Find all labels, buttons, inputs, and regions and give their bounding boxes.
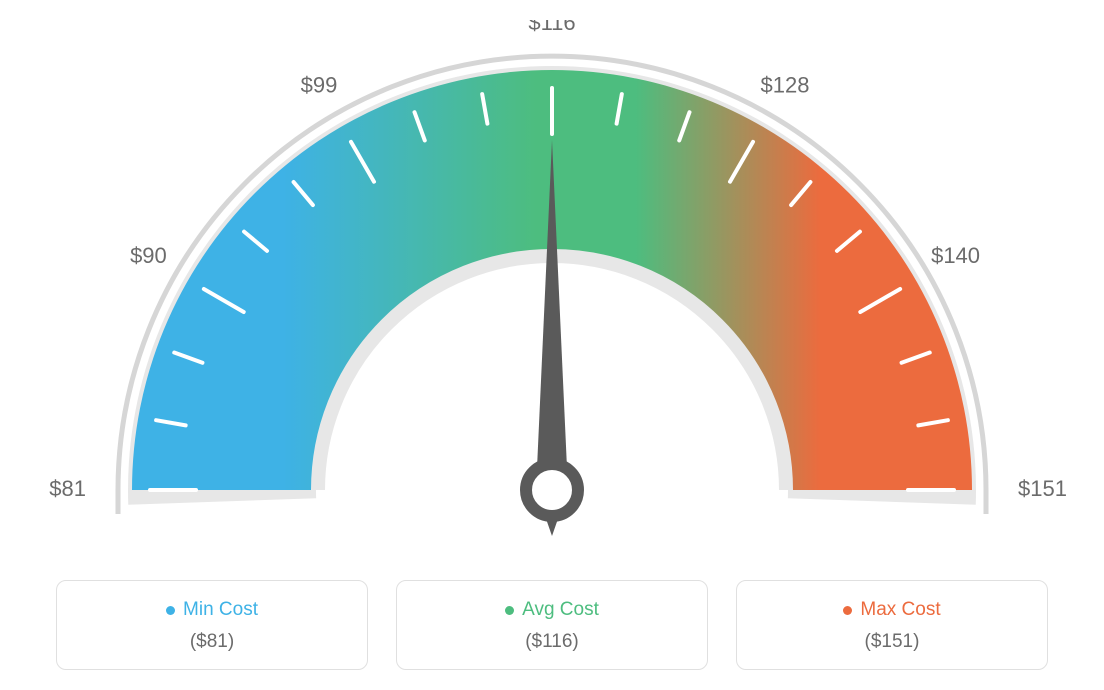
cost-gauge: $81 $90 $99 $116 $128 $140 $151: [32, 20, 1072, 560]
legend-dot-max: [843, 606, 852, 615]
legend-label-min: Min Cost: [183, 599, 258, 621]
svg-text:$128: $128: [761, 72, 810, 97]
legend-card-min: Min Cost ($81): [56, 580, 368, 670]
legend-card-max: Max Cost ($151): [736, 580, 1048, 670]
gauge-container: $81 $90 $99 $116 $128 $140 $151: [20, 20, 1084, 560]
legend-value-max: ($151): [747, 631, 1037, 653]
legend-title-avg: Avg Cost: [505, 599, 599, 621]
svg-text:$90: $90: [130, 243, 167, 268]
legend-title-max: Max Cost: [843, 599, 940, 621]
svg-text:$81: $81: [49, 476, 86, 501]
svg-text:$99: $99: [301, 72, 338, 97]
legend-title-min: Min Cost: [166, 599, 258, 621]
legend-row: Min Cost ($81) Avg Cost ($116) Max Cost …: [20, 580, 1084, 670]
legend-dot-avg: [505, 606, 514, 615]
svg-text:$140: $140: [931, 243, 980, 268]
svg-text:$151: $151: [1018, 476, 1067, 501]
legend-value-min: ($81): [67, 631, 357, 653]
legend-label-avg: Avg Cost: [522, 599, 599, 621]
legend-dot-min: [166, 606, 175, 615]
legend-value-avg: ($116): [407, 631, 697, 653]
legend-card-avg: Avg Cost ($116): [396, 580, 708, 670]
legend-label-max: Max Cost: [860, 599, 940, 621]
svg-text:$116: $116: [528, 20, 575, 35]
